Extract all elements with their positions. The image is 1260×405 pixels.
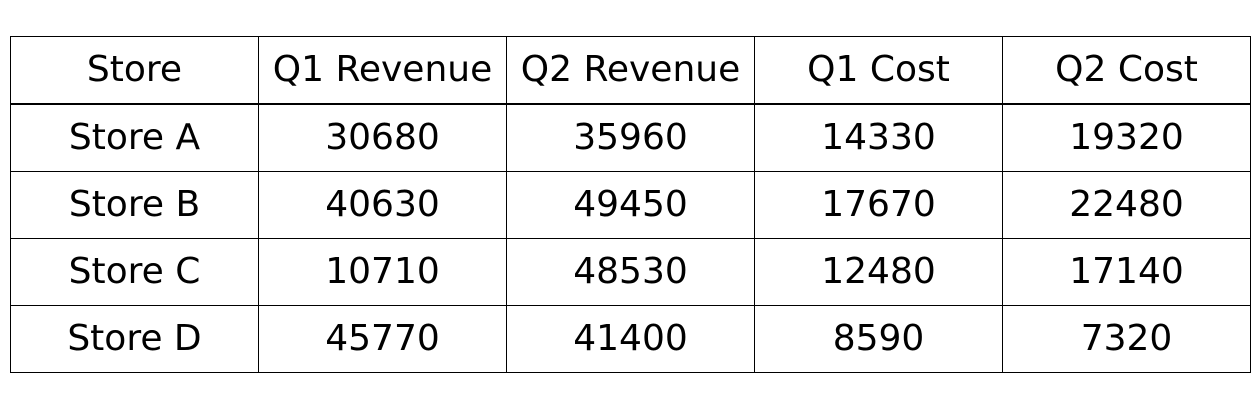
table-cell: 14330 xyxy=(754,103,1003,172)
table-body: Store A 30680 35960 14330 19320 Store B … xyxy=(10,103,1251,373)
table-row: Store B 40630 49450 17670 22480 xyxy=(10,171,1251,239)
table-cell: 8590 xyxy=(754,305,1003,373)
table-row: Store C 10710 48530 12480 17140 xyxy=(10,238,1251,306)
table-cell: 40630 xyxy=(258,171,507,239)
table-cell: Store C xyxy=(10,238,259,306)
column-header-q2-cost: Q2 Cost xyxy=(1002,36,1251,105)
table-cell: 12480 xyxy=(754,238,1003,306)
data-table-container: Store Q1 Revenue Q2 Revenue Q1 Cost Q2 C… xyxy=(10,36,1251,373)
table-cell: 17670 xyxy=(754,171,1003,239)
table-cell: 49450 xyxy=(506,171,755,239)
table-cell: 35960 xyxy=(506,103,755,172)
table-cell: 19320 xyxy=(1002,103,1251,172)
table-cell: Store D xyxy=(10,305,259,373)
data-table: Store Q1 Revenue Q2 Revenue Q1 Cost Q2 C… xyxy=(10,36,1251,373)
table-cell: 22480 xyxy=(1002,171,1251,239)
column-header-store: Store xyxy=(10,36,259,105)
table-cell: 17140 xyxy=(1002,238,1251,306)
table-cell: 48530 xyxy=(506,238,755,306)
table-cell: Store A xyxy=(10,103,259,172)
table-cell: 41400 xyxy=(506,305,755,373)
column-header-q1-revenue: Q1 Revenue xyxy=(258,36,507,105)
header-row: Store Q1 Revenue Q2 Revenue Q1 Cost Q2 C… xyxy=(10,36,1251,105)
table-row: Store D 45770 41400 8590 7320 xyxy=(10,305,1251,373)
table-cell: 45770 xyxy=(258,305,507,373)
table-cell: 7320 xyxy=(1002,305,1251,373)
table-header: Store Q1 Revenue Q2 Revenue Q1 Cost Q2 C… xyxy=(10,36,1251,105)
column-header-q2-revenue: Q2 Revenue xyxy=(506,36,755,105)
table-row: Store A 30680 35960 14330 19320 xyxy=(10,103,1251,172)
table-cell: 30680 xyxy=(258,103,507,172)
table-cell: Store B xyxy=(10,171,259,239)
column-header-q1-cost: Q1 Cost xyxy=(754,36,1003,105)
table-cell: 10710 xyxy=(258,238,507,306)
